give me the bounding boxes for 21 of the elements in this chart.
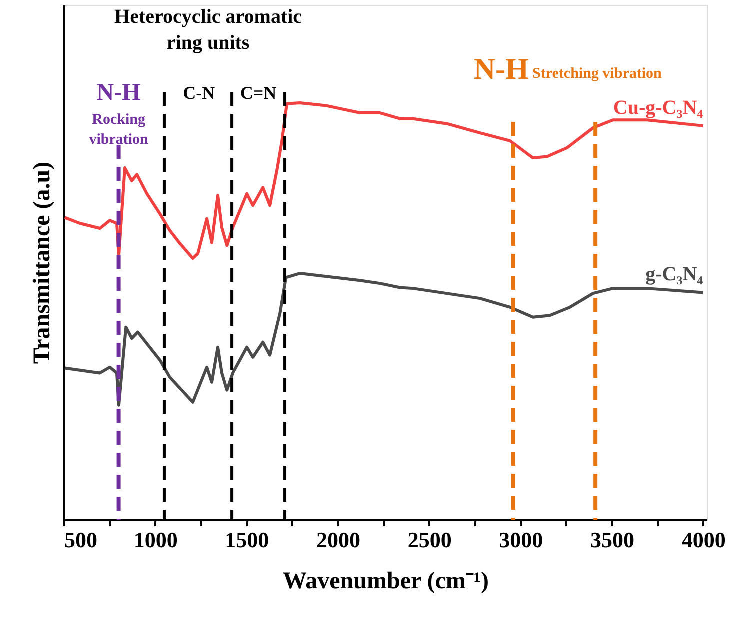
x-tick-label: 1000 — [134, 528, 178, 552]
x-tick-label: 2000 — [316, 528, 361, 552]
annotation: Rocking — [92, 112, 146, 128]
annotation: N-H — [96, 80, 142, 106]
text: ring units — [166, 32, 250, 54]
series-label: g-C₃N₄ — [646, 264, 704, 286]
x-tick-label: 3000 — [499, 528, 544, 552]
x-tick-label: 1500 — [225, 528, 270, 552]
x-tick-label: 2500 — [408, 528, 452, 552]
annotation: C=N — [240, 83, 277, 103]
y-axis-title: Transmittance (a.u) — [30, 162, 56, 364]
text: Heterocyclic aromatic — [114, 6, 302, 28]
annotation: vibration — [89, 132, 150, 148]
x-axis-title: Wavenumber (cm⁻¹) — [282, 568, 490, 594]
annotation: C-N — [183, 83, 216, 103]
x-tick-label: 500 — [64, 528, 98, 552]
x-tick-label: 3500 — [590, 528, 635, 552]
text: N-H — [474, 53, 529, 86]
x-tick-label: 4000 — [682, 528, 726, 552]
text: Stretching vibration — [532, 66, 663, 82]
series-label: Cu-g-C₃N₄ — [613, 96, 704, 119]
